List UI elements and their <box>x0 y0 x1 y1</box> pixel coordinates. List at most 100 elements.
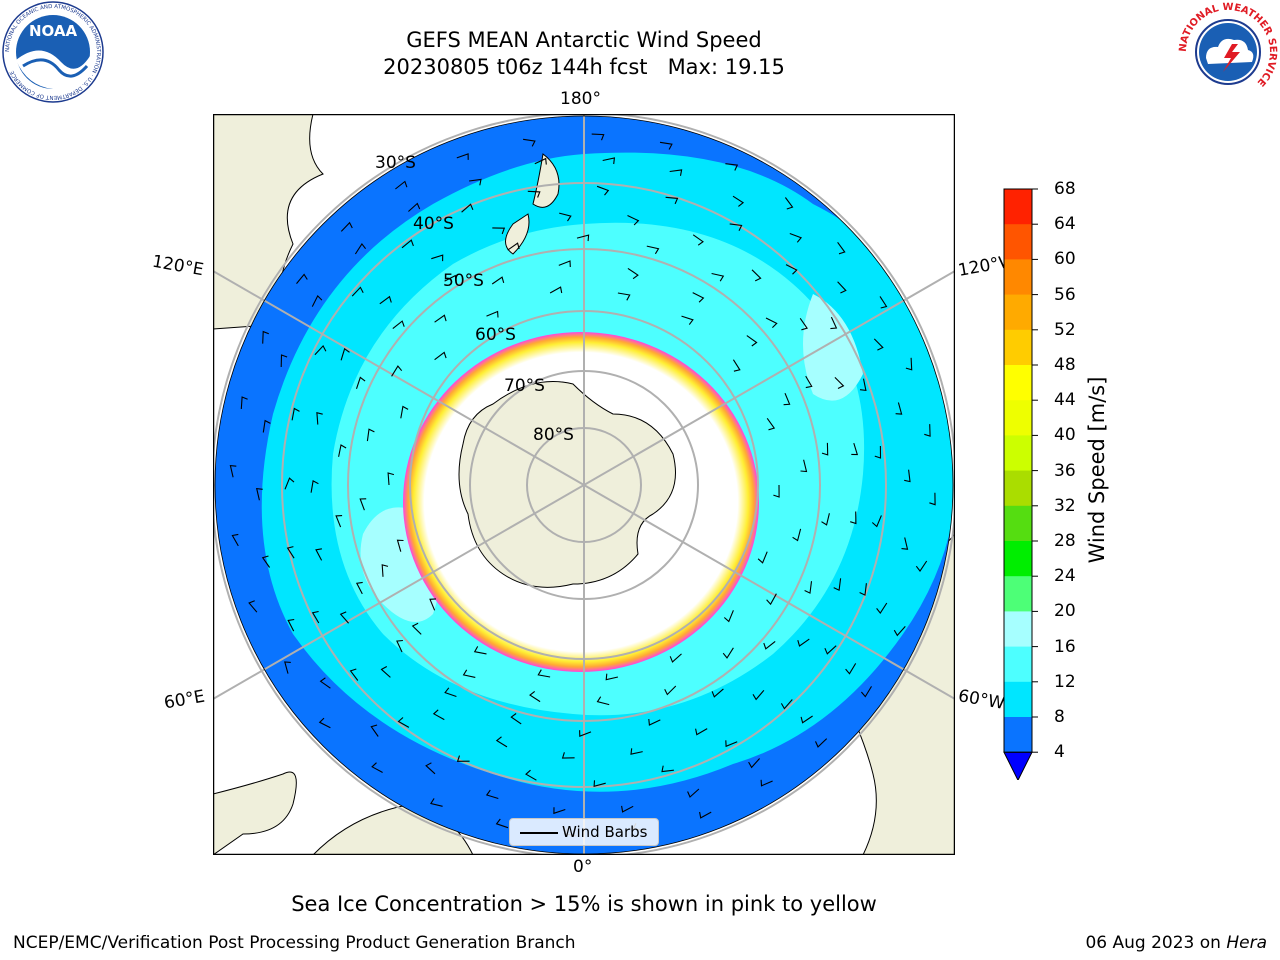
colorbar-tick-label: 12 <box>1054 671 1076 692</box>
wind-barb <box>664 685 677 696</box>
wind-barb <box>824 645 837 655</box>
land-africa <box>213 771 297 855</box>
wind-barb <box>314 344 327 356</box>
wind-barb <box>495 736 508 748</box>
footer-date-text: 06 Aug 2023 on <box>1085 933 1221 953</box>
wind-barb <box>558 260 571 268</box>
wind-barb <box>805 375 813 389</box>
colorbar-segment <box>1004 224 1032 260</box>
wind-barb <box>648 718 661 726</box>
wind-barb <box>904 469 911 483</box>
wind-barb <box>371 762 383 773</box>
wind-barb <box>859 583 867 596</box>
polar-map: 30°S 40°S 50°S 60°S 70°S 80°S <box>213 114 955 855</box>
wind-barb <box>915 560 928 572</box>
footer-system: Hera <box>1226 933 1267 953</box>
colorbar-segment <box>1004 294 1032 331</box>
wind-barb <box>507 242 520 251</box>
wind-barb <box>370 724 379 737</box>
wind-barb <box>591 133 605 141</box>
wind-barb <box>355 376 366 389</box>
wind-barb <box>797 638 810 647</box>
wind-barb <box>692 234 704 246</box>
wind-barb <box>792 528 802 542</box>
wind-barb <box>229 464 237 478</box>
wind-barb <box>349 668 359 681</box>
wind-barb <box>335 515 343 528</box>
wind-barb <box>834 377 845 389</box>
wind-barb <box>319 677 331 689</box>
colorbar-tick-label: 32 <box>1054 495 1076 516</box>
colorbar-tick-label: 60 <box>1054 249 1076 270</box>
colorbar-tick-label: 36 <box>1054 460 1076 481</box>
wind-barb <box>434 314 447 323</box>
wind-barb <box>549 286 563 294</box>
wind-barb <box>766 417 776 431</box>
lat-label-80s: 80°S <box>533 425 574 445</box>
wind-barb <box>397 717 410 728</box>
lat-label-40s: 40°S <box>413 214 454 234</box>
wind-barb <box>411 622 422 635</box>
colorbar-tick-label: 8 <box>1054 707 1065 727</box>
colorbar-extend-triangle <box>1003 751 1033 780</box>
colorbar-tick-label: 64 <box>1054 214 1076 235</box>
wind-barb <box>456 153 469 160</box>
wind-barb <box>780 699 793 710</box>
wind-barb <box>830 316 838 330</box>
wind-barb <box>851 442 859 456</box>
footer-date: 06 Aug 2023 on Hera <box>1085 932 1267 954</box>
wind-barb <box>929 492 936 506</box>
wind-barb <box>895 402 903 415</box>
wind-barb <box>669 653 682 663</box>
wind-barb <box>461 203 474 213</box>
wind-barb <box>784 197 794 210</box>
legend-label: Wind Barbs <box>562 823 648 841</box>
wind-barb <box>800 715 813 724</box>
wind-barb <box>400 405 409 419</box>
wind-barb <box>553 807 566 815</box>
wind-barb <box>473 646 487 655</box>
wind-barb <box>725 740 738 748</box>
wind-barb <box>396 639 403 653</box>
colorbar-segment <box>1004 470 1032 507</box>
wind-barb <box>874 445 882 459</box>
wind-barb <box>430 798 443 807</box>
wind-barb <box>766 593 777 606</box>
colorbar-segment <box>1004 681 1032 718</box>
wind-barb <box>746 335 758 347</box>
wind-barb <box>240 396 248 410</box>
wind-barb <box>391 365 403 377</box>
colorbar-tick-label: 24 <box>1054 566 1076 587</box>
wind-barb <box>366 428 375 442</box>
wind-barb <box>523 138 536 147</box>
wind-barb <box>760 779 773 787</box>
wind-barb <box>296 273 308 284</box>
wind-barb <box>392 320 405 330</box>
graticule <box>213 114 955 855</box>
lat-label-30s: 30°S <box>375 153 416 173</box>
wind-barb <box>351 286 364 297</box>
colorbar-segment <box>1004 365 1032 401</box>
wind-barb <box>617 292 631 301</box>
lon-label-180: 180° <box>560 89 601 109</box>
colorbar-segment <box>1004 329 1032 366</box>
wind-barb <box>659 141 673 150</box>
wind-barb <box>396 539 404 552</box>
wind-barb <box>773 484 780 498</box>
wind-barb <box>837 241 846 255</box>
wind-barb <box>485 789 499 800</box>
colorbar-segment <box>1004 505 1032 542</box>
wind-barb <box>491 276 505 285</box>
wind-barb <box>381 564 389 577</box>
wind-barb <box>665 196 679 205</box>
wind-barb <box>699 811 712 819</box>
wind-barb <box>669 169 683 176</box>
wind-barb <box>462 669 476 678</box>
colorbar-segment <box>1004 717 1032 753</box>
wind-barb <box>845 663 857 675</box>
wind-barb <box>561 752 575 759</box>
wind-barb <box>261 555 271 568</box>
wind-barb <box>722 647 734 659</box>
wind-barb <box>833 578 842 592</box>
lon-label-60e: 60°E <box>162 686 207 714</box>
